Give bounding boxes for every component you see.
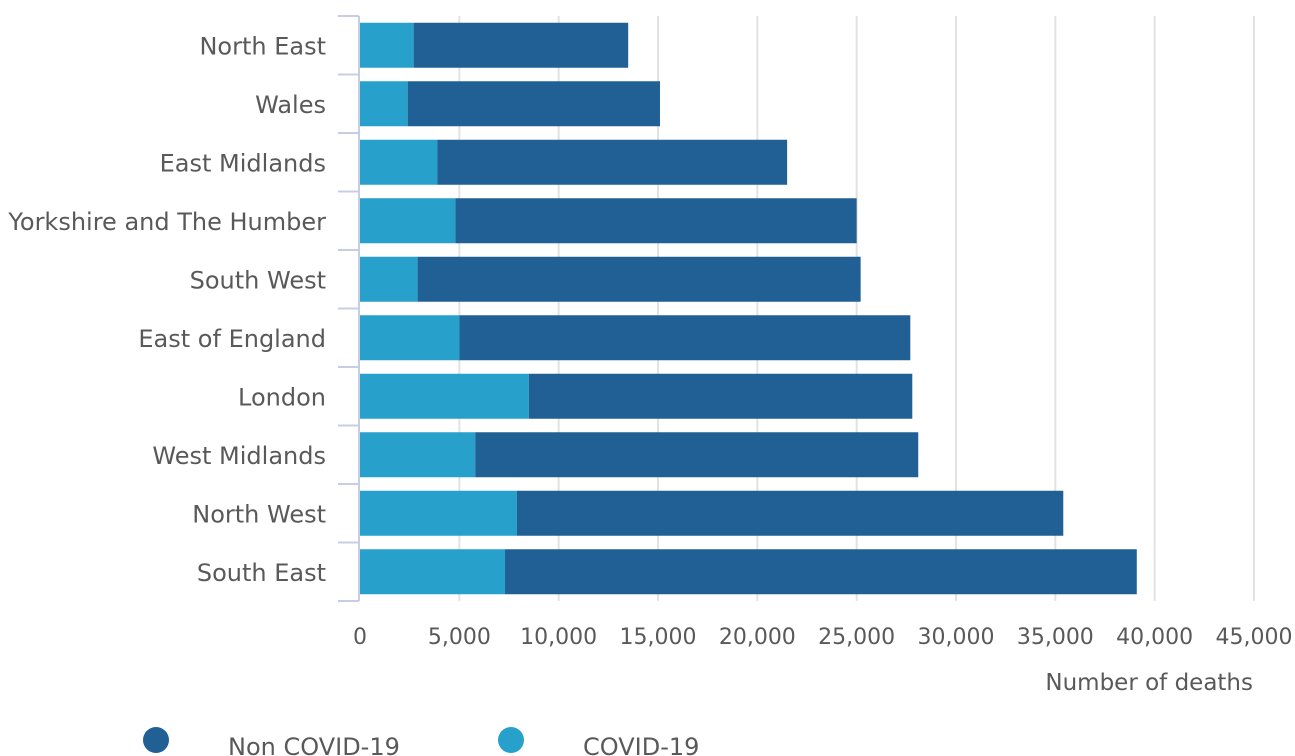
bar-segment xyxy=(360,256,418,302)
category-label: North West xyxy=(192,500,326,528)
legend-marker xyxy=(143,727,169,753)
x-axis-title: Number of deaths xyxy=(1045,670,1253,696)
category-label: West Midlands xyxy=(152,442,326,470)
bar-segment xyxy=(528,373,913,419)
x-tick-label: 0 xyxy=(353,625,367,650)
bar-segment xyxy=(475,432,919,478)
category-label: East Midlands xyxy=(160,149,326,177)
bar-segment xyxy=(360,315,460,361)
bar-segment xyxy=(360,432,476,478)
category-label: Wales xyxy=(255,91,326,119)
bar-segment xyxy=(360,373,529,419)
labels: 0 5,000 10,000 15,000 20,000 25,000 30,000 35,0… xyxy=(7,32,1292,650)
x-tick-label: 35,000 xyxy=(1017,625,1094,650)
bar-segment xyxy=(360,139,438,185)
x-tick-label: 5,000 xyxy=(428,625,491,650)
bar-segment xyxy=(413,22,629,68)
legend-marker xyxy=(498,727,524,753)
bar-segment xyxy=(360,549,506,595)
x-tick-label: 15,000 xyxy=(620,625,697,650)
x-tick-label: 25,000 xyxy=(818,625,895,650)
x-tick-label: 40,000 xyxy=(1116,625,1193,650)
category-label: London xyxy=(238,383,326,411)
bar-segment xyxy=(505,549,1137,595)
x-tick-label: 20,000 xyxy=(719,625,796,650)
x-tick-label: 45,000 xyxy=(1216,625,1293,650)
x-tick-label: 10,000 xyxy=(520,625,597,650)
bars xyxy=(360,22,1137,595)
bar-segment xyxy=(360,198,456,244)
bar-segment xyxy=(459,315,911,361)
axes xyxy=(338,15,360,602)
bar-segment xyxy=(417,256,861,302)
bar-segment xyxy=(360,490,517,536)
category-label: South West xyxy=(190,266,326,294)
bar-segment xyxy=(360,22,414,68)
category-label: North East xyxy=(199,32,326,60)
bar-segment xyxy=(516,490,1064,536)
legend: Non COVID-19 COVID-19 xyxy=(143,727,699,756)
bar-segment xyxy=(360,81,408,127)
category-label: Yorkshire and The Humber xyxy=(7,208,326,236)
legend-label: Non COVID-19 xyxy=(228,733,400,756)
bar-segment xyxy=(407,81,660,127)
bar-segment xyxy=(437,139,788,185)
x-tick-label: 30,000 xyxy=(918,625,995,650)
category-label: South East xyxy=(197,559,326,587)
legend-label: COVID-19 xyxy=(583,733,699,756)
category-label: East of England xyxy=(138,325,326,353)
bar-segment xyxy=(455,198,857,244)
